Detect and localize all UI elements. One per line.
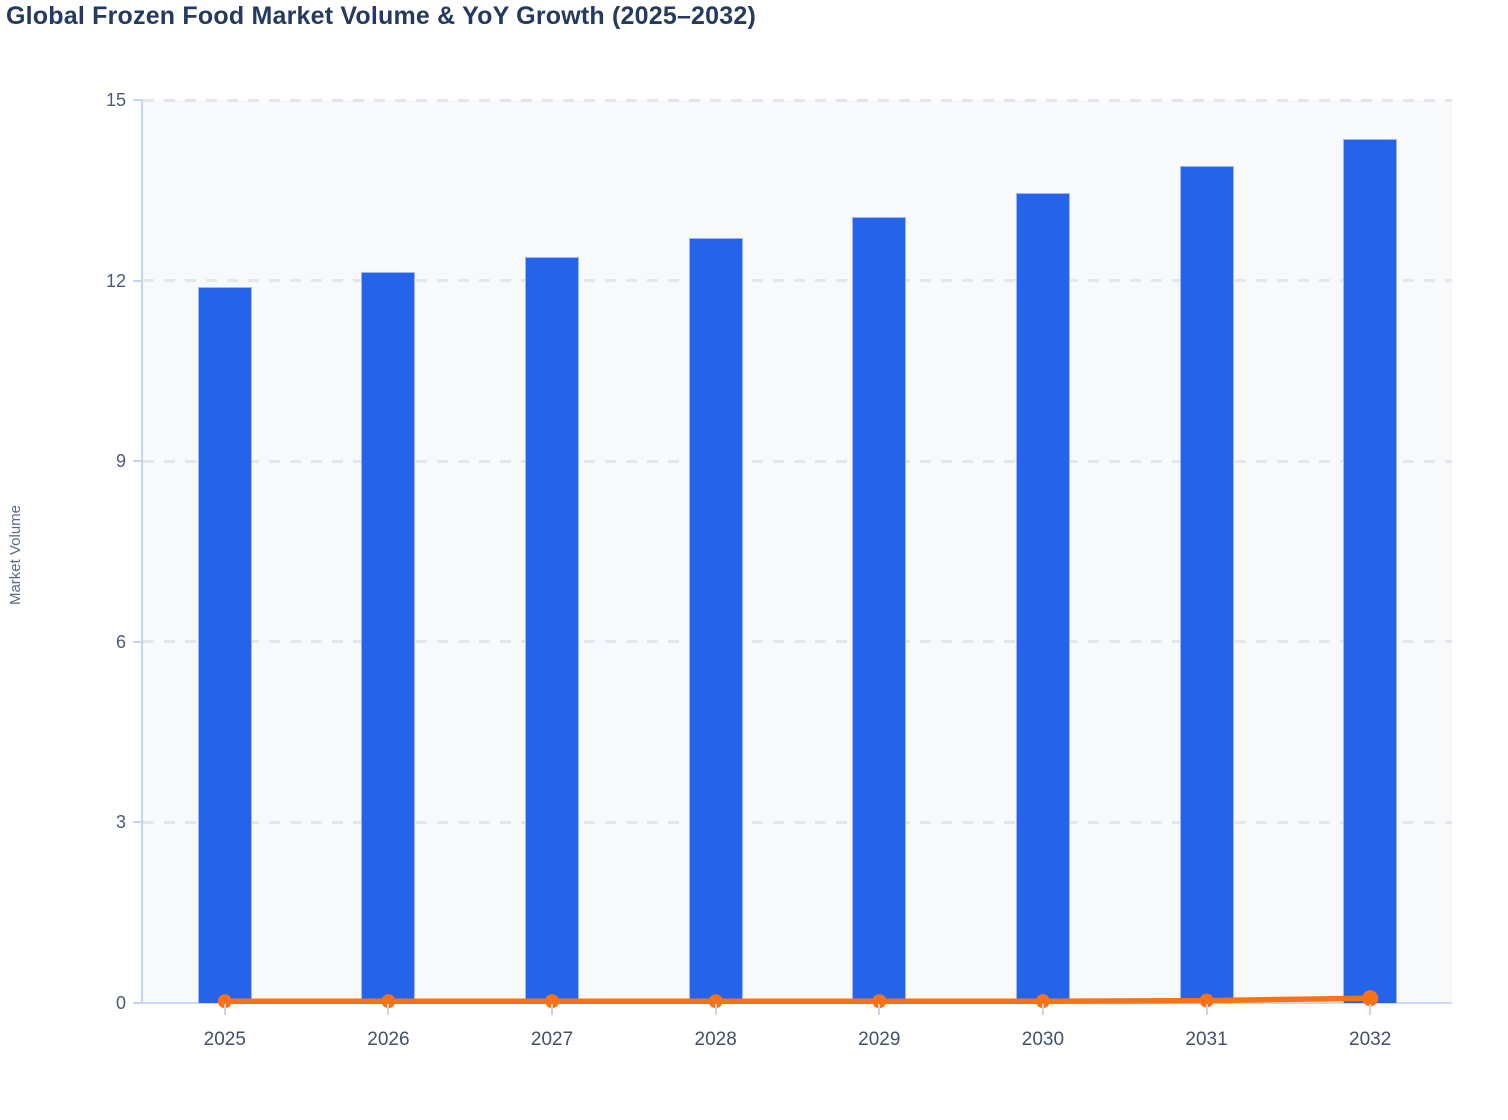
y-tick-label-15: 15 bbox=[105, 90, 126, 110]
gridline-15 bbox=[143, 98, 1452, 102]
y-tick-label-6: 6 bbox=[115, 631, 126, 652]
plot-area bbox=[143, 98, 1452, 1009]
yoy-growth-line bbox=[222, 995, 1373, 1004]
y-tick-mark-12 bbox=[133, 279, 143, 282]
gridline-6 bbox=[143, 640, 1452, 644]
y-tick-label-3: 3 bbox=[115, 812, 126, 833]
y-tick-mark-15 bbox=[133, 99, 143, 101]
gridline-3 bbox=[143, 820, 1452, 824]
yoy-growth-marker-2028[interactable] bbox=[708, 994, 723, 1009]
y-tick-label-12: 12 bbox=[105, 270, 126, 291]
x-tick-label-2031: 2031 bbox=[1185, 1029, 1228, 1050]
yoy-growth-marker-2026[interactable] bbox=[381, 994, 396, 1009]
x-tick-mark-2032 bbox=[1369, 1004, 1372, 1015]
y-axis-line bbox=[141, 100, 143, 1004]
x-tick-label-2030: 2030 bbox=[1021, 1029, 1065, 1050]
y-tick-mark-0 bbox=[133, 1002, 143, 1004]
bar-2026[interactable] bbox=[361, 271, 416, 1003]
x-tick-label-2032: 2032 bbox=[1349, 1029, 1392, 1050]
bar-2027[interactable] bbox=[525, 256, 580, 1003]
yoy-growth-marker-2027[interactable] bbox=[545, 994, 560, 1009]
yoy-growth-marker-2025[interactable] bbox=[217, 994, 232, 1009]
x-tick-label-2028: 2028 bbox=[694, 1029, 737, 1050]
y-tick-mark-6 bbox=[133, 640, 143, 643]
bar-2025[interactable] bbox=[197, 286, 252, 1003]
x-tick-mark-2030 bbox=[1041, 1004, 1044, 1015]
x-tick-label-2025: 2025 bbox=[203, 1029, 246, 1050]
x-tick-mark-2029 bbox=[878, 1004, 881, 1015]
x-tick-mark-2031 bbox=[1205, 1004, 1208, 1015]
y-tick-mark-3 bbox=[133, 821, 143, 824]
bar-2030[interactable] bbox=[1015, 193, 1070, 1003]
yoy-growth-line-layer bbox=[217, 990, 1379, 1009]
x-tick-mark-2027 bbox=[551, 1004, 554, 1015]
yoy-growth-marker-2031[interactable] bbox=[1199, 993, 1214, 1008]
yoy-growth-marker-2030[interactable] bbox=[1035, 994, 1050, 1009]
bar-2028[interactable] bbox=[688, 238, 743, 1003]
bar-2032[interactable] bbox=[1343, 139, 1398, 1003]
y-tick-label-0: 0 bbox=[115, 993, 126, 1013]
x-tick-label-2027: 2027 bbox=[530, 1029, 574, 1050]
x-tick-mark-2026 bbox=[387, 1004, 390, 1015]
y-tick-label-9: 9 bbox=[115, 451, 126, 472]
yoy-growth-marker-2029[interactable] bbox=[872, 994, 887, 1009]
y-axis-title: Market Volume bbox=[7, 504, 24, 606]
yoy-growth-marker-2032[interactable] bbox=[1362, 990, 1379, 1007]
chart-title: Global Frozen Food Market Volume & YoY G… bbox=[6, 2, 756, 30]
bar-2029[interactable] bbox=[852, 217, 907, 1003]
x-tick-mark-2025 bbox=[223, 1004, 226, 1015]
x-tick-label-2029: 2029 bbox=[858, 1029, 901, 1050]
gridline-12 bbox=[143, 279, 1452, 283]
gridline-9 bbox=[143, 459, 1452, 463]
x-tick-mark-2028 bbox=[714, 1004, 717, 1015]
bar-2031[interactable] bbox=[1179, 166, 1234, 1003]
x-tick-label-2026: 2026 bbox=[367, 1029, 410, 1050]
y-tick-mark-9 bbox=[133, 460, 143, 463]
